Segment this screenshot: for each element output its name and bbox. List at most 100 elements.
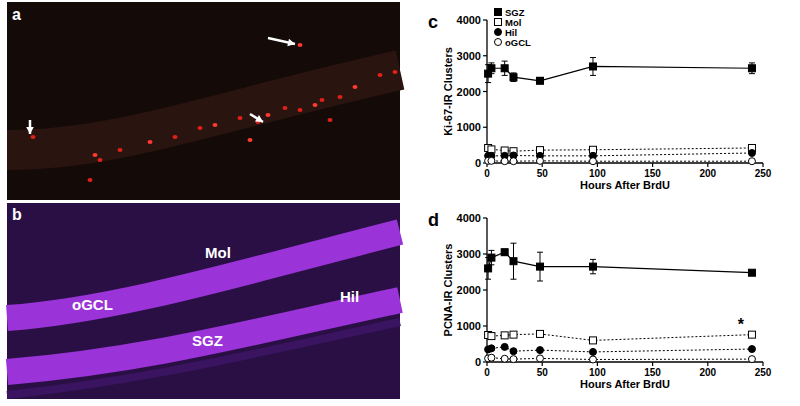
- x-tick: [707, 362, 708, 366]
- legend-marker: [495, 19, 502, 26]
- labeled-cell: [213, 123, 218, 127]
- x-tick: [597, 163, 598, 167]
- annotation: *: [738, 316, 745, 333]
- data-point: [488, 333, 495, 340]
- error-bar: [590, 58, 596, 76]
- x-tick: [652, 163, 653, 167]
- plot-area: [485, 243, 756, 363]
- arrow-head: [255, 115, 263, 122]
- micrograph-background: [7, 203, 400, 399]
- x-tick-label: 150: [644, 168, 661, 179]
- labeled-cell: [93, 153, 98, 157]
- error-cap: [485, 82, 491, 83]
- x-tick-label: 150: [644, 367, 661, 378]
- data-point: [536, 347, 543, 354]
- legend: SGZMolHiloGCL: [495, 7, 532, 48]
- x-axis: [487, 361, 763, 362]
- y-tick: [483, 55, 487, 56]
- legend-marker: [495, 9, 502, 16]
- data-point: [536, 330, 543, 337]
- legend-label: oGCL: [505, 37, 531, 48]
- labeled-cell: [148, 140, 153, 144]
- labeled-cell: [353, 85, 358, 89]
- region-label: oGCL: [72, 296, 113, 313]
- labeled-cell: [31, 135, 36, 139]
- error-cap: [537, 281, 543, 282]
- data-point: [748, 65, 755, 72]
- x-tick-label: 250: [755, 168, 772, 179]
- error-bar: [537, 78, 543, 84]
- labeled-cell: [328, 118, 333, 122]
- y-tick-label: 1000: [457, 320, 481, 332]
- y-tick-label: 0: [475, 356, 481, 368]
- error-cap: [590, 273, 596, 274]
- x-tick: [542, 362, 543, 366]
- y-tick-label: 2000: [457, 284, 481, 296]
- labeled-cell: [298, 43, 303, 47]
- x-tick-label: 250: [755, 367, 772, 378]
- data-point: [510, 74, 517, 81]
- granule-layer: [7, 70, 400, 150]
- error-cap: [488, 250, 494, 251]
- panel-label: c: [428, 12, 438, 32]
- y-tick: [483, 127, 487, 128]
- labeled-cell: [238, 116, 243, 120]
- x-axis-label: Hours After BrdU: [580, 179, 670, 191]
- x-tick: [762, 362, 763, 366]
- arrow-head: [26, 127, 34, 134]
- y-axis-label: Ki-67-IR Clusters: [442, 47, 454, 136]
- data-point: [748, 346, 755, 353]
- y-tick-label: 4000: [457, 212, 481, 224]
- arrow: [250, 114, 263, 122]
- error-cap: [537, 252, 543, 253]
- data-point: [510, 348, 517, 355]
- data-point: [488, 354, 495, 361]
- labeled-cell: [313, 103, 318, 107]
- labeled-cell: [198, 126, 203, 130]
- x-axis: [487, 162, 763, 163]
- series-line: [488, 153, 752, 156]
- labeled-cell: [298, 108, 303, 112]
- data-point: [501, 355, 508, 362]
- data-point: [510, 158, 517, 165]
- labeled-cell: [266, 113, 271, 117]
- labeled-cell: [88, 178, 93, 182]
- y-tick: [483, 325, 487, 326]
- error-cap: [510, 243, 516, 244]
- error-cap: [749, 62, 755, 63]
- labeled-cell: [283, 106, 288, 110]
- data-point: [748, 149, 755, 156]
- x-tick-label: 50: [537, 168, 549, 179]
- y-tick-label: 3000: [457, 248, 481, 260]
- y-tick-label: 0: [475, 157, 481, 169]
- error-cap: [502, 75, 508, 76]
- data-point: [536, 263, 543, 270]
- labeled-cell: [320, 98, 325, 102]
- error-bar: [510, 73, 516, 82]
- x-tick-label: 0: [484, 367, 490, 378]
- x-axis-label: Hours After BrdU: [580, 378, 670, 390]
- micrograph-background: [7, 2, 400, 200]
- data-point: [510, 356, 517, 363]
- error-cap: [590, 57, 596, 58]
- x-tick: [652, 362, 653, 366]
- figure: abMoloGCLSGZHil0100020003000400005010015…: [0, 0, 800, 406]
- data-point: [589, 263, 596, 270]
- panel-label: b: [12, 206, 22, 223]
- arrow-head: [287, 39, 295, 46]
- data-point: [748, 356, 755, 363]
- error-bar: [502, 61, 508, 75]
- data-point: [488, 157, 495, 164]
- data-point: [501, 65, 508, 72]
- data-point: [488, 254, 495, 261]
- plot-area: [485, 58, 756, 165]
- data-point: [589, 348, 596, 355]
- data-point: [488, 65, 495, 72]
- x-tick: [597, 362, 598, 366]
- y-tick-label: 1000: [457, 121, 481, 133]
- x-tick-label: 100: [589, 367, 606, 378]
- y-tick-label: 2000: [457, 86, 481, 98]
- y-tick: [483, 289, 487, 290]
- error-bar: [510, 243, 516, 279]
- data-point: [510, 258, 517, 265]
